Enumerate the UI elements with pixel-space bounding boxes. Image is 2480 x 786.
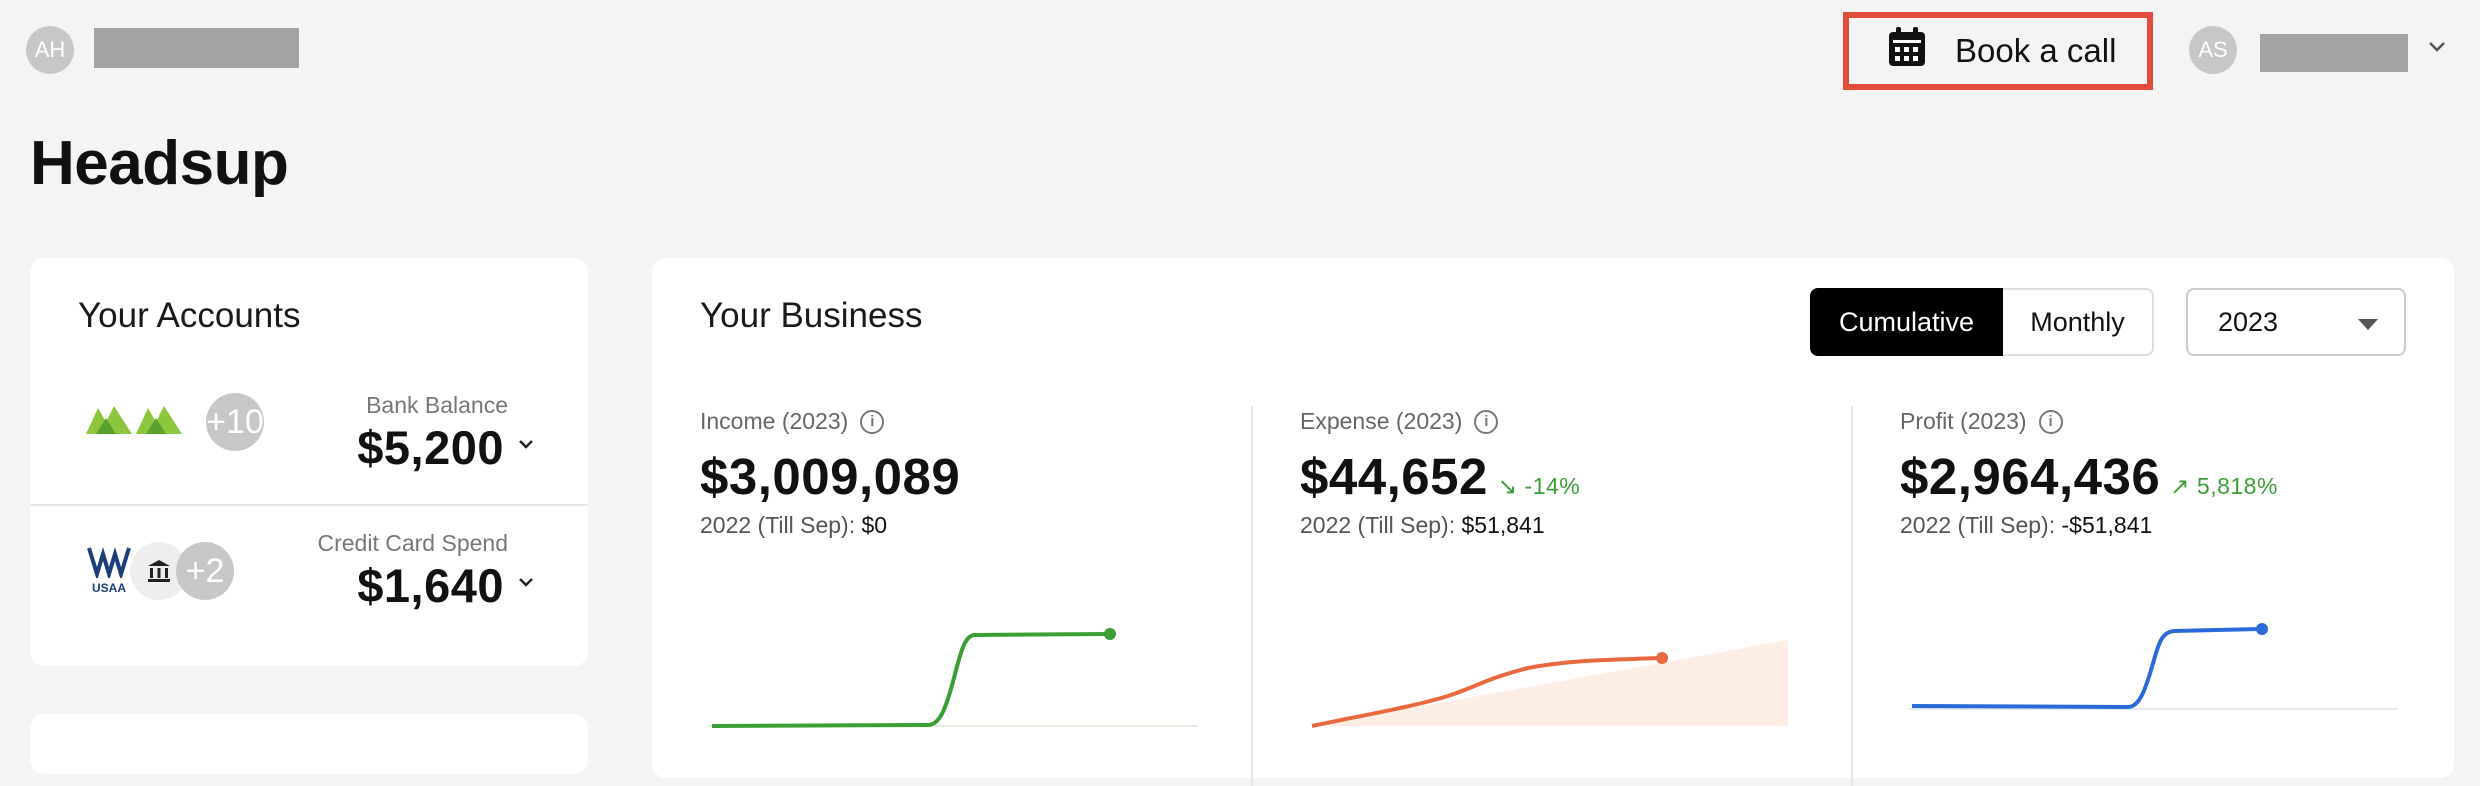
profit-label-row: Profit (2023) i — [1900, 408, 2440, 435]
expense-label: Expense (2023) — [1300, 408, 1463, 434]
account-avatar[interactable]: AS — [2189, 26, 2237, 74]
income-prior: 2022 (Till Sep): $0 — [700, 512, 1220, 539]
credit-logos: USAA +2 — [86, 542, 234, 606]
bank-logo-icon — [136, 400, 182, 441]
user-avatar[interactable]: AH — [26, 26, 74, 74]
credit-card-row[interactable]: USAA +2 Credit Card Spend $1,640 — [30, 506, 588, 646]
bank-logo-icon — [86, 400, 132, 441]
redacted-account-name — [2260, 34, 2408, 72]
account-menu-chevron-icon[interactable] — [2428, 40, 2446, 58]
year-select[interactable]: 2023 — [2186, 288, 2406, 356]
income-metric: Income (2023) i $3,009,089 2022 (Till Se… — [700, 408, 1220, 539]
page-title: Headsup — [30, 129, 289, 198]
metric-divider — [1851, 406, 1853, 786]
accounts-card: Your Accounts +10 Bank Balance $5,200 US… — [30, 258, 588, 666]
business-card: Your Business Cumulative Monthly Income … — [652, 258, 2454, 786]
monthly-toggle-button[interactable]: Monthly — [2003, 288, 2154, 356]
income-sparkline — [708, 628, 1198, 728]
expense-prior-value: $51,841 — [1461, 512, 1545, 538]
credit-spend-label: Credit Card Spend — [317, 530, 509, 556]
up-right-arrow-icon: ↗ — [2170, 473, 2191, 499]
more-cards-count: +2 — [185, 551, 225, 590]
profit-prior-value: -$51,841 — [2061, 512, 2153, 538]
bank-chevron-down-icon[interactable] — [518, 436, 534, 454]
accounts-divider — [30, 504, 588, 506]
credit-chevron-down-icon[interactable] — [518, 574, 534, 592]
income-label-row: Income (2023) i — [700, 408, 1220, 435]
profit-prior: 2022 (Till Sep): -$51,841 — [1900, 512, 2440, 539]
caret-down-icon — [2358, 307, 2378, 338]
metric-divider — [1251, 406, 1253, 786]
usaa-logo-text: USAA — [91, 581, 126, 595]
expense-prior-label: 2022 (Till Sep): — [1300, 512, 1456, 538]
secondary-card — [30, 714, 588, 774]
income-prior-value: $0 — [861, 512, 888, 538]
expense-prior: 2022 (Till Sep): $51,841 — [1300, 512, 1820, 539]
income-sparkline-endpoint — [1104, 628, 1116, 640]
user-avatar-initials: AH — [34, 37, 66, 62]
cumulative-toggle-button[interactable]: Cumulative — [1810, 288, 2003, 356]
expense-change: ↘ -14% — [1498, 473, 1580, 500]
profit-change-value: 5,818% — [2196, 473, 2278, 499]
income-prior-label: 2022 (Till Sep): — [700, 512, 856, 538]
bank-logos: +10 — [86, 390, 264, 454]
bank-balance-label: Bank Balance — [366, 392, 508, 418]
expense-sparkline-endpoint — [1656, 652, 1668, 664]
profit-value: $2,964,436 — [1900, 448, 2161, 505]
profit-sparkline-endpoint — [2256, 623, 2268, 635]
credit-spend-value: $1,640 — [357, 559, 504, 612]
info-icon[interactable]: i — [2038, 409, 2063, 434]
expense-sparkline — [1311, 640, 1788, 728]
expense-value-row: $44,652 ↘ -14% — [1300, 447, 1820, 506]
calendar-icon — [1887, 26, 1927, 76]
account-avatar-initials: AS — [2198, 37, 2228, 62]
profit-change: ↗ 5,818% — [2170, 473, 2278, 500]
business-card-title: Your Business — [700, 296, 923, 335]
accounts-card-title: Your Accounts — [78, 296, 301, 335]
expense-metric: Expense (2023) i $44,652 ↘ -14% 2022 (Ti… — [1300, 408, 1820, 539]
redacted-username — [94, 28, 299, 68]
profit-prior-label: 2022 (Till Sep): — [1900, 512, 2056, 538]
book-call-label: Book a call — [1955, 32, 2117, 69]
view-toggle: Cumulative Monthly — [1810, 288, 2154, 356]
down-right-arrow-icon: ↘ — [1497, 473, 1518, 499]
more-banks-badge: +10 — [206, 393, 264, 451]
bank-account-row[interactable]: +10 Bank Balance $5,200 — [30, 368, 588, 503]
info-icon[interactable]: i — [1474, 409, 1499, 434]
income-label: Income (2023) — [700, 408, 849, 434]
bank-balance-value: $5,200 — [357, 421, 504, 474]
income-value-row: $3,009,089 — [700, 447, 1220, 506]
year-select-value: 2023 — [2218, 306, 2279, 337]
expense-change-value: -14% — [1524, 473, 1581, 499]
book-call-button[interactable]: Book a call — [1843, 12, 2153, 90]
usaa-logo-icon: USAA — [86, 544, 132, 604]
profit-value-row: $2,964,436 ↗ 5,818% — [1900, 447, 2440, 506]
info-icon[interactable]: i — [860, 409, 885, 434]
profit-metric: Profit (2023) i $2,964,436 ↗ 5,818% 2022… — [1900, 408, 2440, 539]
expense-value: $44,652 — [1300, 448, 1488, 505]
more-banks-count: +10 — [206, 402, 264, 441]
more-cards-badge: +2 — [176, 542, 234, 600]
expense-label-row: Expense (2023) i — [1300, 408, 1820, 435]
income-value: $3,009,089 — [700, 448, 961, 505]
profit-label: Profit (2023) — [1900, 408, 2027, 434]
profit-sparkline — [1908, 623, 2398, 710]
